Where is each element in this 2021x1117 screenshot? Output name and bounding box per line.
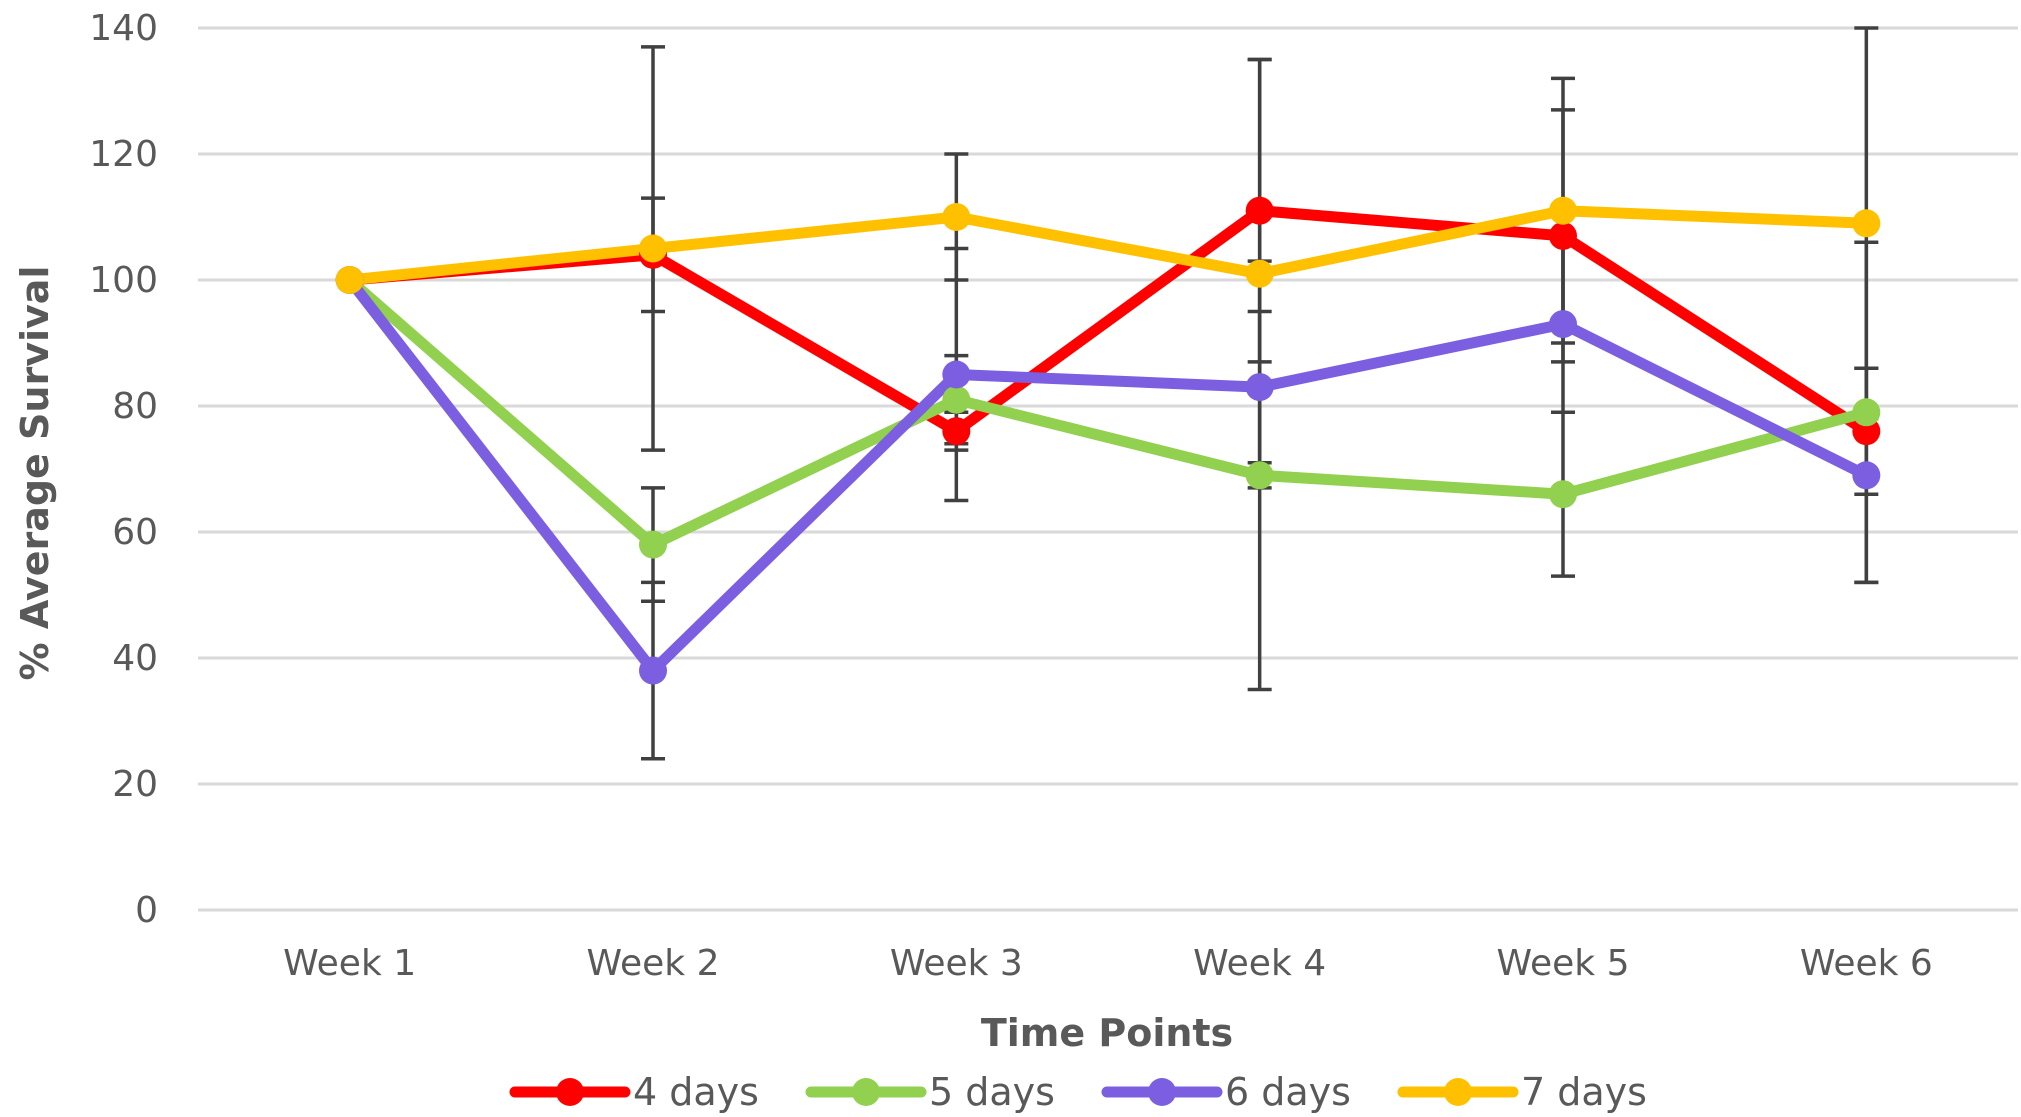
data-point: [1549, 196, 1577, 225]
y-tick-label: 140: [89, 8, 158, 49]
legend-label: 5 days: [929, 1070, 1055, 1114]
y-axis-ticks: 0 20 40 60 80 100 120 140: [89, 8, 158, 931]
x-tick-label: Week 5: [1497, 943, 1630, 984]
legend-item: 6 days: [1101, 1070, 1351, 1114]
data-point: [1245, 196, 1274, 225]
data-point: [1852, 398, 1881, 427]
data-point: [1245, 259, 1274, 288]
legend-item: 7 days: [1397, 1070, 1647, 1114]
gridlines: [198, 26, 2018, 912]
data-point: [639, 530, 667, 559]
y-tick-label: 100: [89, 260, 158, 301]
x-tick-label: Week 2: [587, 943, 720, 984]
data-point: [639, 234, 667, 263]
legend-label: 6 days: [1225, 1070, 1351, 1114]
legend-item: 5 days: [805, 1070, 1055, 1114]
x-axis-ticks: Week 1 Week 2 Week 3 Week 4 Week 5 Week 6: [283, 943, 1933, 984]
data-point: [942, 360, 971, 389]
series-line-5-days: [344, 274, 1872, 551]
legend-swatch-marker: [1444, 1078, 1472, 1106]
data-point: [335, 266, 364, 294]
legend-label: 4 days: [633, 1070, 759, 1114]
y-tick-label: 20: [112, 764, 158, 805]
legend-swatch-marker: [556, 1078, 584, 1106]
data-point: [942, 417, 971, 446]
data-point: [942, 203, 971, 231]
y-tick-label: 60: [112, 512, 158, 553]
series-line-7-days: [344, 205, 1872, 286]
data-point: [1549, 310, 1577, 339]
y-tick-label: 120: [89, 134, 158, 175]
series-points: [335, 196, 1881, 685]
data-point: [1245, 373, 1274, 402]
x-tick-label: Week 6: [1800, 943, 1933, 984]
data-point: [1852, 209, 1881, 238]
y-axis-title: % Average Survival: [13, 266, 57, 681]
data-point: [1549, 480, 1577, 509]
legend: 4 days 5 days 6 days 7 days: [509, 1070, 1647, 1114]
legend-label: 7 days: [1521, 1070, 1647, 1114]
x-tick-label: Week 1: [283, 943, 416, 984]
data-point: [639, 656, 667, 685]
x-axis-title: Time Points: [981, 1011, 1233, 1055]
x-tick-label: Week 3: [890, 943, 1023, 984]
legend-item: 4 days: [509, 1070, 759, 1114]
series-line-6-days: [344, 274, 1872, 677]
legend-swatch-marker: [852, 1078, 880, 1106]
data-point: [1245, 461, 1274, 490]
y-tick-label: 0: [135, 890, 158, 931]
data-point: [1852, 461, 1881, 490]
legend-swatch-marker: [1148, 1078, 1176, 1106]
data-point: [942, 385, 971, 414]
y-tick-label: 80: [112, 386, 158, 427]
series-lines: [344, 205, 1872, 677]
x-tick-label: Week 4: [1193, 943, 1326, 984]
data-point: [1549, 221, 1577, 250]
y-tick-label: 40: [112, 638, 158, 679]
